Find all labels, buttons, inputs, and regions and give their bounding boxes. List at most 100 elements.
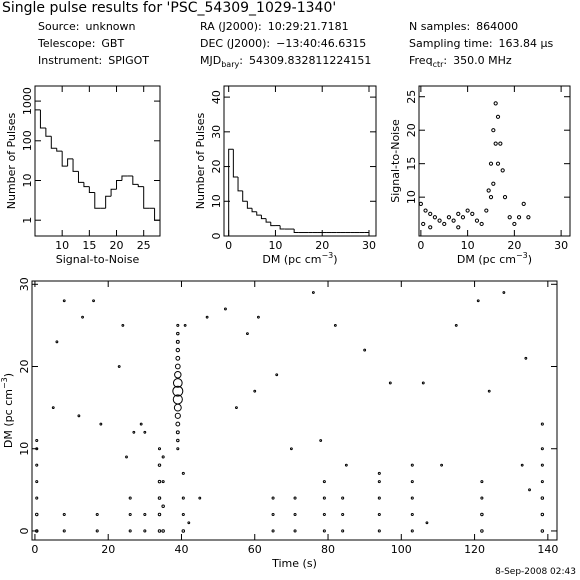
point: [423, 208, 428, 213]
plot-area: [35, 291, 545, 533]
point: [498, 141, 503, 146]
pulse: [55, 340, 59, 344]
y-tick-label: 20: [18, 360, 31, 374]
x-tick-label: 140: [537, 543, 558, 556]
histogram-bin: [35, 109, 41, 236]
x-tick-label: 60: [248, 543, 262, 556]
y-tick-label: 10: [21, 173, 34, 187]
pulse: [157, 447, 162, 451]
point: [486, 188, 491, 193]
field-label: Telescope:: [37, 37, 95, 50]
point: [493, 141, 498, 146]
pulse: [172, 394, 183, 405]
pulse: [289, 447, 293, 451]
pulse: [174, 363, 181, 370]
pulse: [454, 323, 458, 327]
pulse: [487, 389, 491, 393]
histogram-bin: [83, 182, 90, 188]
histogram-bin: [45, 128, 52, 137]
histogram-bin: [246, 201, 253, 209]
pulse: [99, 422, 103, 426]
point: [526, 215, 531, 220]
pulse: [35, 438, 39, 443]
field-label: Sampling time:: [409, 37, 493, 50]
x-tick-label: 0: [225, 239, 232, 252]
x-tick-label: 15: [82, 239, 96, 252]
x-tick-label: 30: [362, 239, 376, 252]
header-field: Source: unknown: [38, 20, 136, 33]
header-field: DEC (J2000): −13:40:46.6315: [200, 37, 366, 50]
label-sup: −3: [0, 377, 9, 389]
pulse: [181, 496, 185, 500]
point: [470, 211, 475, 217]
pulse: [480, 496, 484, 500]
pulse: [51, 406, 55, 410]
pulse: [311, 291, 315, 294]
pulse: [176, 438, 180, 443]
histogram-bin: [105, 195, 112, 209]
pulse: [205, 315, 209, 319]
pulse: [377, 512, 381, 517]
point: [484, 208, 489, 213]
field-value: SPIGOT: [108, 54, 149, 67]
pulse: [176, 323, 180, 327]
pulse: [62, 299, 66, 303]
pulse: [341, 496, 345, 500]
pulse: [81, 315, 84, 319]
point: [500, 168, 505, 173]
pulse: [275, 373, 279, 377]
point: [437, 218, 442, 223]
pulse: [172, 385, 184, 397]
pulse: [161, 455, 165, 459]
point: [428, 225, 433, 230]
pulse: [143, 430, 147, 434]
point: [456, 211, 461, 217]
histogram-bin: [94, 192, 101, 209]
pulse: [128, 529, 132, 533]
point: [432, 215, 437, 220]
x-tick-label: 20: [101, 543, 115, 556]
y-axis-label: DM (pc cm−3): [0, 373, 15, 448]
field-value: 350.0 MHz: [453, 54, 512, 67]
pulse: [271, 496, 275, 500]
histogram-bin: [77, 171, 84, 183]
header-field: Sampling time: 163.84 μs: [409, 37, 554, 50]
pulse: [253, 389, 257, 393]
point: [491, 181, 496, 186]
histogram-bin: [364, 232, 370, 236]
histogram-bin: [67, 158, 74, 167]
y-axis-label: Number of Pulses: [5, 112, 18, 209]
pulse: [181, 471, 185, 475]
x-tick-label: 30: [554, 239, 568, 252]
histogram-bin: [137, 184, 144, 188]
pulse: [341, 512, 345, 517]
point: [428, 211, 433, 217]
point: [488, 195, 494, 200]
pulse: [198, 496, 202, 500]
x-tick-label: 10: [461, 239, 475, 252]
pulse: [421, 381, 425, 385]
y-tick-label: 40: [210, 90, 223, 104]
point: [419, 201, 423, 206]
point: [456, 225, 461, 230]
pulse: [77, 414, 81, 418]
header-field: RA (J2000): 10:29:21.7181: [200, 20, 349, 33]
pulse: [480, 512, 484, 517]
pulse: [157, 512, 162, 517]
pulse: [476, 299, 480, 303]
y-tick-label: 20: [405, 123, 418, 137]
pulse: [344, 463, 348, 467]
point: [507, 215, 512, 220]
pulse: [377, 496, 381, 500]
y-tick-label: 0: [210, 233, 223, 240]
pulse: [322, 512, 326, 517]
y-tick-label: 10: [18, 442, 31, 456]
label-end: ): [2, 373, 15, 377]
histogram-bin: [256, 211, 262, 216]
plot-area: [419, 101, 531, 230]
plot-frame: [31, 280, 558, 541]
pulse: [540, 463, 544, 467]
header-field: Instrument: SPIGOT: [38, 54, 149, 67]
pulse: [35, 463, 39, 467]
